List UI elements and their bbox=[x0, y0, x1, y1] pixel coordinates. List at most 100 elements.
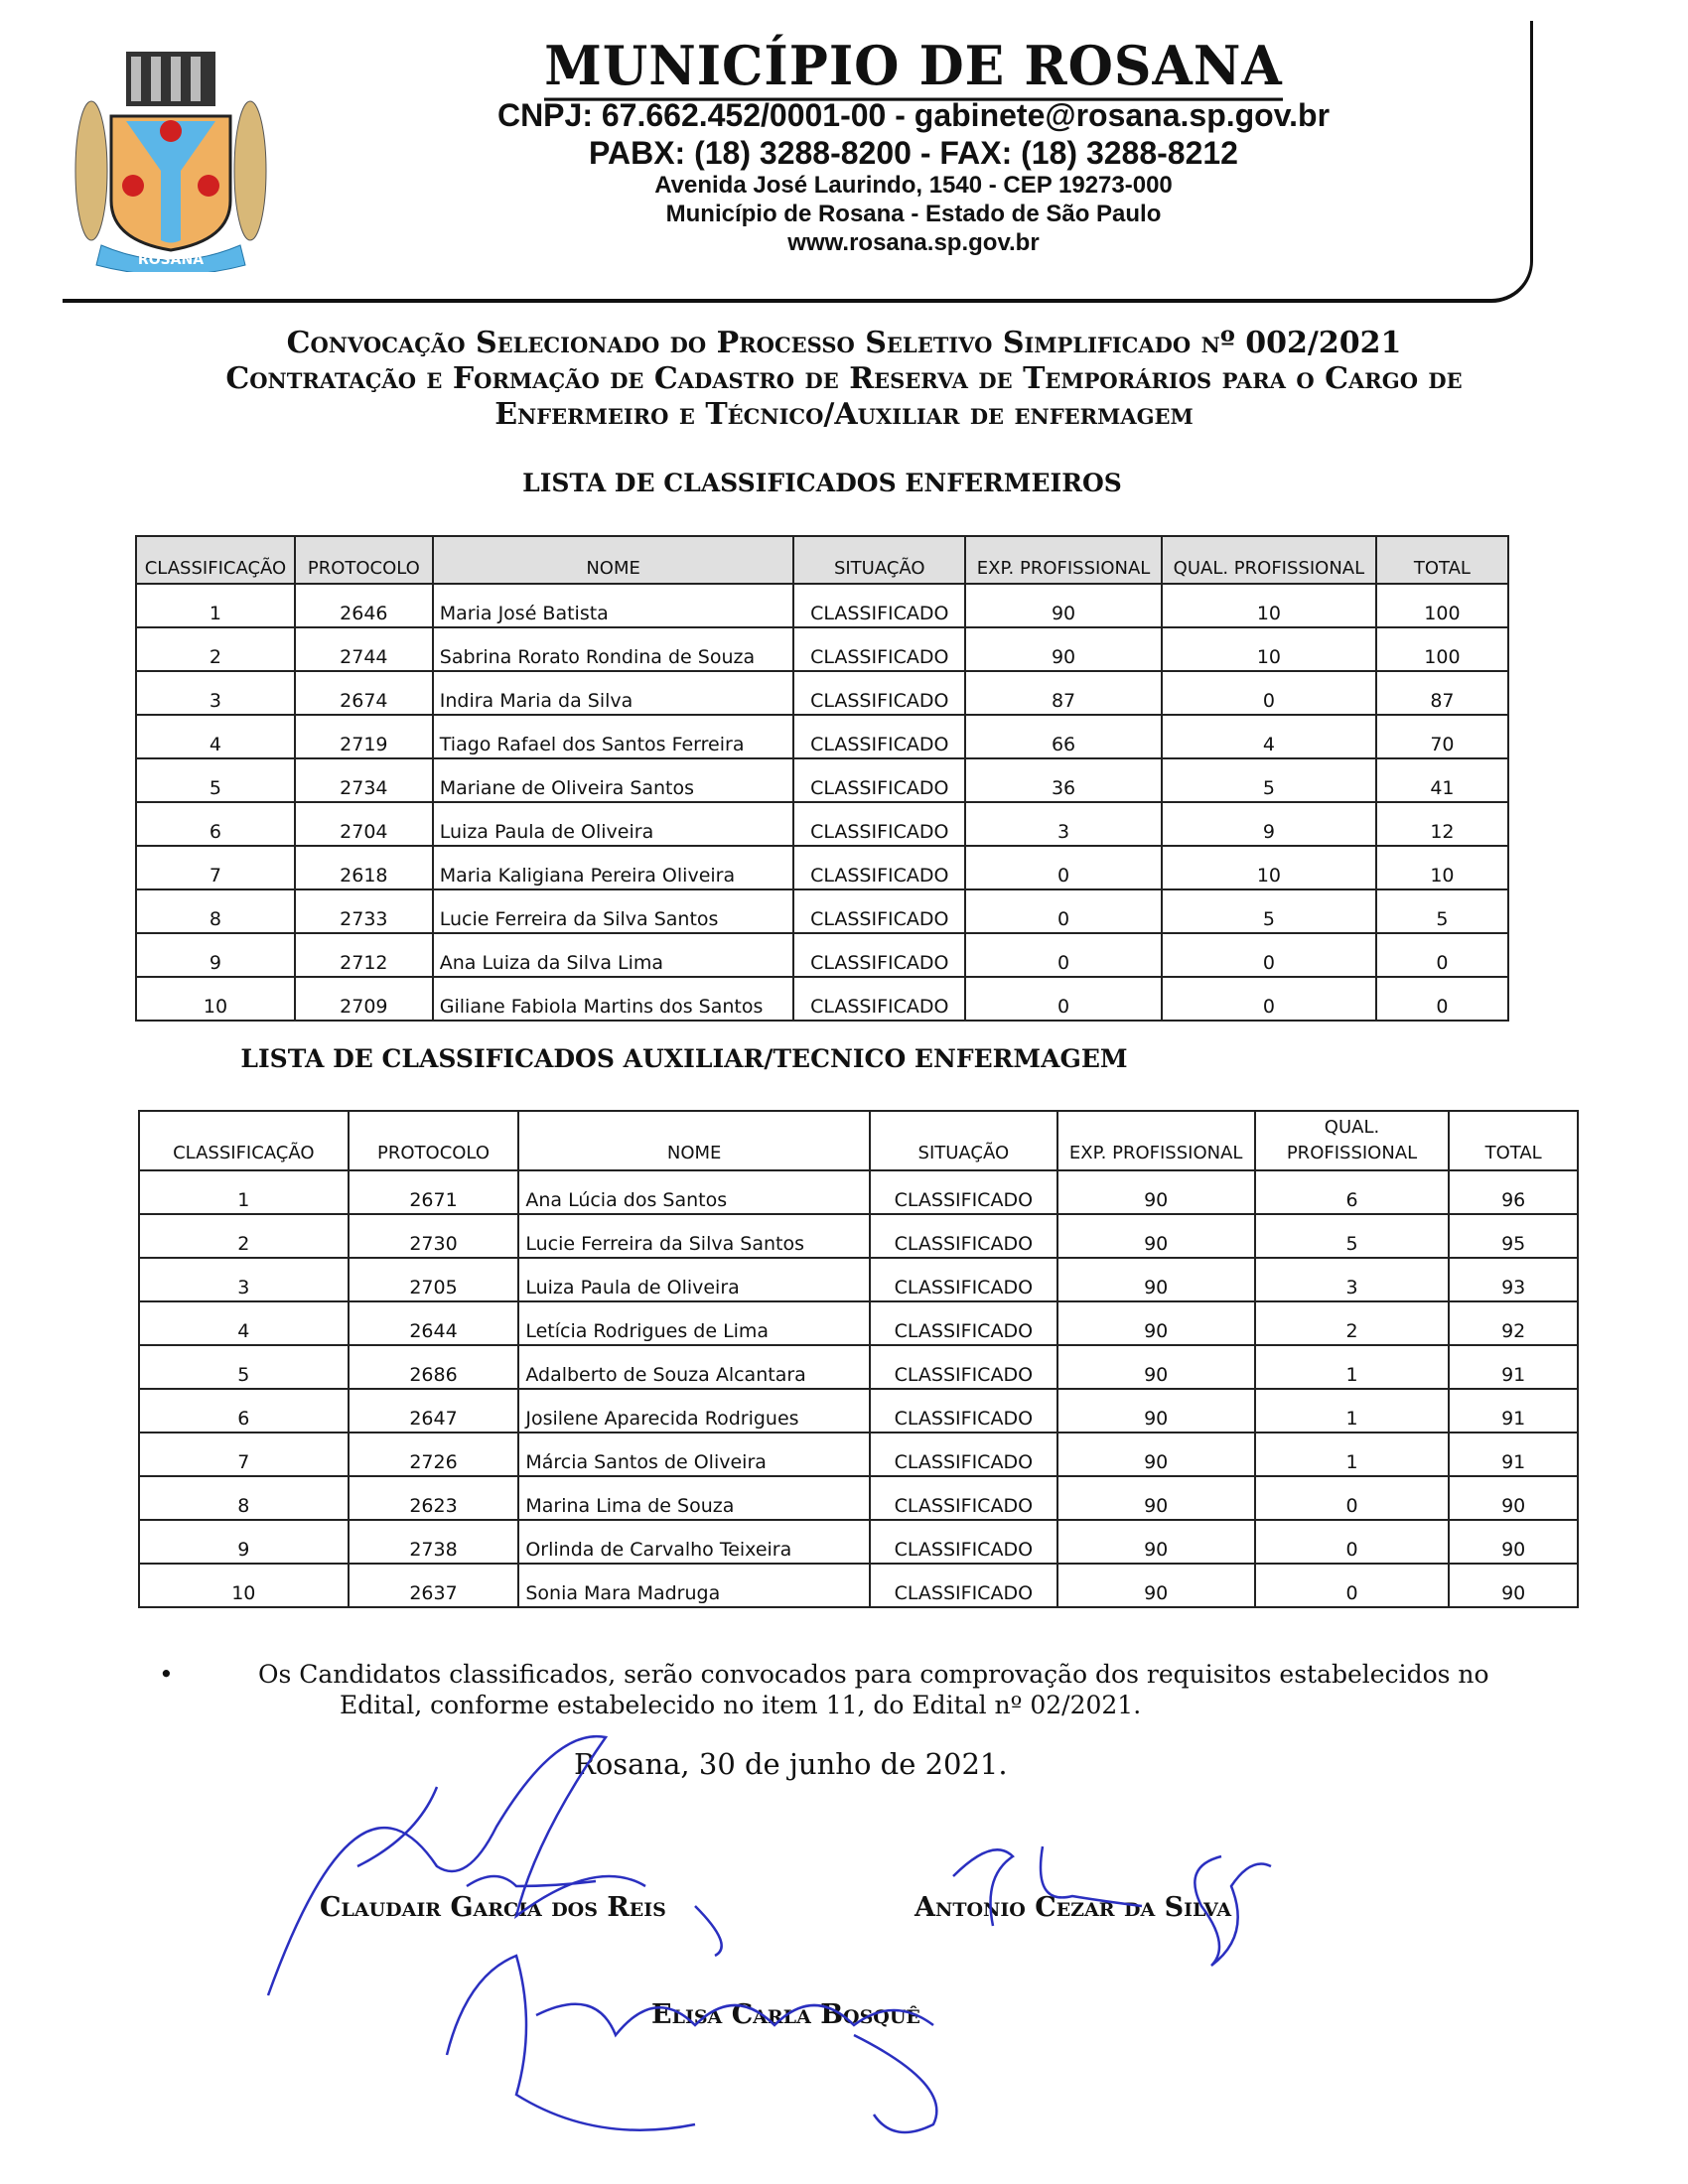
table-cell: 96 bbox=[1448, 1169, 1579, 1215]
cnpj-line: CNPJ: 67.662.452/0001-00 - gabinete@rosa… bbox=[496, 97, 1331, 133]
table-row: 6 2647 Josilene Aparecida Rodrigues CLASSIF… bbox=[138, 1388, 1579, 1433]
table-row: 4 2719 Tiago Rafael dos Santos Ferreira CLA… bbox=[135, 714, 1510, 759]
table-cell: 4 bbox=[138, 1300, 350, 1346]
table-cell: 41 bbox=[1374, 757, 1510, 803]
table-cell: 70 bbox=[1374, 714, 1510, 759]
table-cell: Ana Lúcia dos Santos bbox=[517, 1169, 871, 1215]
table-cell: 3 bbox=[1253, 1257, 1451, 1302]
table-header-row: CLASSIFICAÇÃO PROTOCOLO NOME SITUAÇÃO EXP. P… bbox=[138, 1110, 1579, 1171]
signature-claudair bbox=[266, 1734, 723, 1996]
table-cell: 9 bbox=[138, 1519, 350, 1565]
table-row: 3 2705 Luiza Paula de Oliveira CLASSIFICADO… bbox=[138, 1257, 1579, 1302]
signature-antonio bbox=[952, 1845, 1272, 1967]
table-cell: 5 bbox=[1253, 1213, 1451, 1259]
table-cell: 2726 bbox=[347, 1432, 520, 1477]
table-cell: 2 bbox=[138, 1213, 350, 1259]
table-cell: 92 bbox=[1448, 1300, 1579, 1346]
table-row: 9 2738 Orlinda de Carvalho Teixeira CLASSIF… bbox=[138, 1519, 1579, 1565]
city-line: Município de Rosana - Estado de São Paul… bbox=[665, 201, 1162, 227]
table-cell: 90 bbox=[1055, 1475, 1256, 1521]
table-cell: 2738 bbox=[347, 1519, 520, 1565]
table-row: 1 2646 Maria José Batista CLASSIFICADO 90 10 1… bbox=[135, 583, 1510, 628]
table-cell: Márcia Santos de Oliveira bbox=[517, 1432, 871, 1477]
table-cell: 2674 bbox=[293, 670, 434, 716]
table-cell: 8 bbox=[135, 888, 296, 934]
table-cell: 90 bbox=[1055, 1563, 1256, 1608]
table-cell: Maria José Batista bbox=[431, 583, 795, 628]
table-cell: 12 bbox=[1374, 801, 1510, 847]
table-cell: 2686 bbox=[347, 1344, 520, 1390]
table-row: 1 2671 Ana Lúcia dos Santos CLASSIFICADO 90 6… bbox=[138, 1169, 1579, 1215]
table-cell: 91 bbox=[1448, 1432, 1579, 1477]
table-cell: 6 bbox=[135, 801, 296, 847]
table-cell: 0 bbox=[1160, 670, 1377, 716]
table-cell: 10 bbox=[135, 976, 296, 1022]
table-cell: 91 bbox=[1448, 1388, 1579, 1433]
table-cell: CLASSIFICADO bbox=[792, 757, 967, 803]
municipality-title: MUNICÍPIO DE ROSANA bbox=[417, 34, 1410, 101]
note-line-1: Os Candidatos classificados, serão convo… bbox=[258, 1660, 1489, 1689]
column-header: NOME bbox=[517, 1110, 871, 1171]
table-cell: CLASSIFICADO bbox=[792, 932, 967, 978]
signature-elisa bbox=[445, 1954, 938, 2134]
table-cell: 91 bbox=[1448, 1344, 1579, 1390]
table-cell: 90 bbox=[1055, 1388, 1256, 1433]
table-cell: 90 bbox=[1055, 1213, 1256, 1259]
table-cell: 2623 bbox=[347, 1475, 520, 1521]
table-cell: 8 bbox=[138, 1475, 350, 1521]
table-cell: CLASSIFICADO bbox=[868, 1213, 1058, 1259]
table-row: 10 2709 Giliane Fabiola Martins dos Santos… bbox=[135, 976, 1510, 1022]
table-row: 7 2618 Maria Kaligiana Pereira Oliveira CLA… bbox=[135, 845, 1510, 890]
auxiliar-table: CLASSIFICAÇÃO PROTOCOLO NOME SITUAÇÃO EXP. P… bbox=[138, 1110, 1579, 1608]
table-cell: 90 bbox=[1055, 1169, 1256, 1215]
table-cell: CLASSIFICADO bbox=[792, 626, 967, 672]
phone-line: PABX: (18) 3288-8200 - FAX: (18) 3288-82… bbox=[589, 135, 1238, 171]
table-cell: 90 bbox=[1055, 1344, 1256, 1390]
column-header: TOTAL bbox=[1448, 1110, 1579, 1171]
column-header: NOME bbox=[431, 535, 795, 585]
table-cell: CLASSIFICADO bbox=[792, 714, 967, 759]
table-cell: 2647 bbox=[347, 1388, 520, 1433]
table-cell: 10 bbox=[1160, 845, 1377, 890]
table-cell: Marina Lima de Souza bbox=[517, 1475, 871, 1521]
table-cell: Ana Luiza da Silva Lima bbox=[431, 932, 795, 978]
table-cell: Lucie Ferreira da Silva Santos bbox=[517, 1213, 871, 1259]
table-cell: Luiza Paula de Oliveira bbox=[517, 1257, 871, 1302]
table-cell: 2719 bbox=[293, 714, 434, 759]
table-cell: 0 bbox=[1253, 1519, 1451, 1565]
table-cell: CLASSIFICADO bbox=[868, 1563, 1058, 1608]
table-row: 5 2734 Mariane de Oliveira Santos CLASSIFIC… bbox=[135, 757, 1510, 803]
table-cell: 3 bbox=[964, 801, 1163, 847]
website-link[interactable]: www.rosana.sp.gov.br bbox=[787, 229, 1040, 256]
table-row: 2 2744 Sabrina Rorato Rondina de Souza CLAS… bbox=[135, 626, 1510, 672]
table-cell: 2 bbox=[135, 626, 296, 672]
bullet-icon: • bbox=[159, 1660, 174, 1689]
column-header: QUAL. PROFISSIONAL bbox=[1160, 535, 1377, 585]
table-cell: 90 bbox=[964, 626, 1163, 672]
table-cell: CLASSIFICADO bbox=[868, 1432, 1058, 1477]
table-cell: 0 bbox=[1160, 976, 1377, 1022]
table-cell: 4 bbox=[1160, 714, 1377, 759]
table-cell: Tiago Rafael dos Santos Ferreira bbox=[431, 714, 795, 759]
table-cell: 0 bbox=[1253, 1475, 1451, 1521]
table-cell: 36 bbox=[964, 757, 1163, 803]
signatory-name: Claudair Garcia dos Reis bbox=[320, 1892, 666, 1923]
table-cell: Mariane de Oliveira Santos bbox=[431, 757, 795, 803]
column-header: EXP. PROFISSIONAL bbox=[964, 535, 1163, 585]
table-cell: 2734 bbox=[293, 757, 434, 803]
svg-text:ROSANA: ROSANA bbox=[138, 252, 204, 268]
table-cell: 93 bbox=[1448, 1257, 1579, 1302]
table-cell: 0 bbox=[964, 976, 1163, 1022]
table-cell: CLASSIFICADO bbox=[792, 583, 967, 628]
table-cell: 87 bbox=[964, 670, 1163, 716]
table-cell: 2712 bbox=[293, 932, 434, 978]
table-cell: 90 bbox=[1448, 1563, 1579, 1608]
table-cell: CLASSIFICADO bbox=[868, 1388, 1058, 1433]
enfermeiros-list-title: LISTA DE CLASSIFICADOS ENFERMEIROS bbox=[522, 469, 1122, 497]
table-cell: CLASSIFICADO bbox=[792, 801, 967, 847]
table-cell: 5 bbox=[1160, 888, 1377, 934]
table-cell: Josilene Aparecida Rodrigues bbox=[517, 1388, 871, 1433]
table-row: 8 2623 Marina Lima de Souza CLASSIFICADO 90 0… bbox=[138, 1475, 1579, 1521]
table-cell: 90 bbox=[1448, 1519, 1579, 1565]
